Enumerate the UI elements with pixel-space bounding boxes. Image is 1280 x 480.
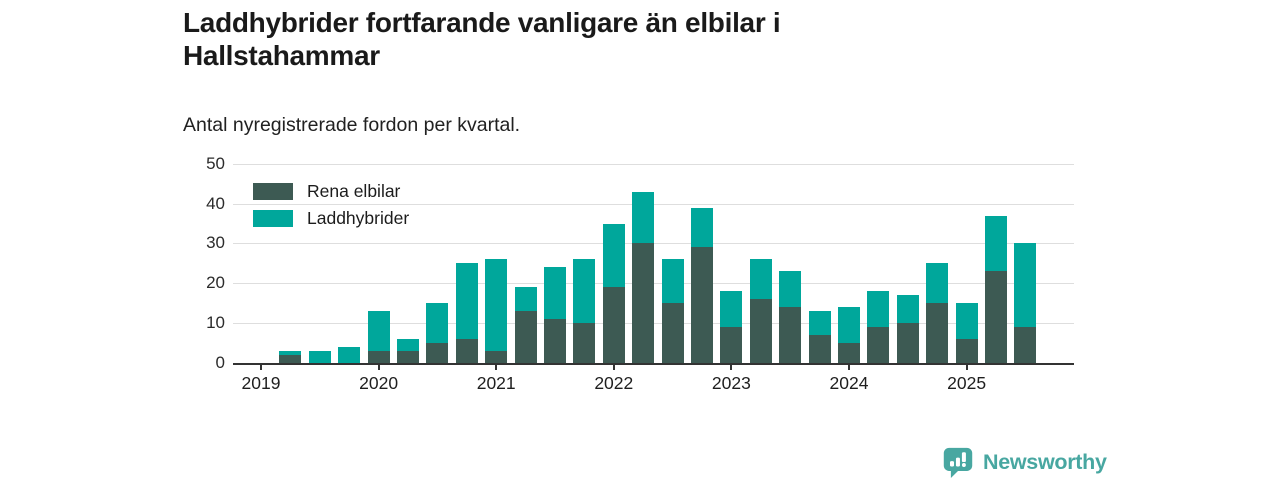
y-axis-tick-label: 30	[206, 233, 225, 253]
bar-segment-rena-elbilar-2025Q1	[955, 338, 978, 363]
chart-subtitle: Antal nyregistrerade fordon per kvartal.	[183, 114, 521, 136]
bar-segment-laddhybrider-2022Q3	[661, 259, 684, 303]
bar-segment-rena-elbilar-2023Q3	[779, 306, 802, 363]
x-axis-tick	[612, 364, 615, 370]
bar-segment-laddhybrider-2023Q3	[779, 271, 802, 307]
x-axis-year-label: 2024	[829, 372, 869, 393]
bar-segment-laddhybrider-2025Q2	[985, 215, 1007, 272]
bar-segment-laddhybrider-2020Q1	[367, 310, 390, 351]
bar-segment-rena-elbilar-2020Q1	[367, 350, 390, 363]
x-axis-tick	[377, 364, 380, 370]
bar-segment-laddhybrider-2024Q3	[896, 295, 919, 323]
bar-segment-laddhybrider-2020Q2	[397, 338, 419, 351]
bar-segment-laddhybrider-2023Q1	[720, 291, 743, 327]
y-axis-tick-label: 0	[215, 352, 225, 372]
y-axis-tick-label: 10	[206, 312, 225, 332]
bar-segment-laddhybrider-2021Q3	[544, 267, 566, 319]
x-axis-tick	[495, 364, 498, 370]
chart-title: Laddhybrider fortfarande vanligare än el…	[183, 7, 781, 71]
bar-segment-laddhybrider-2023Q4	[808, 310, 831, 335]
bar-segment-rena-elbilar-2024Q1	[838, 342, 860, 363]
bar-segment-laddhybrider-2019Q4	[338, 346, 361, 363]
legend-item-rena-elbilar: Rena elbilar	[253, 178, 409, 205]
x-axis-tick	[260, 364, 262, 370]
bar-segment-laddhybrider-2021Q2	[514, 287, 537, 311]
bar-segment-rena-elbilar-2020Q2	[397, 350, 419, 363]
bar-segment-rena-elbilar-2023Q4	[808, 334, 831, 363]
legend-item-laddhybrider: Laddhybrider	[253, 205, 409, 232]
bar-segment-laddhybrider-2024Q1	[838, 306, 860, 343]
x-axis-year-label: 2019	[241, 372, 281, 393]
bar-segment-rena-elbilar-2024Q3	[896, 322, 919, 363]
bar-segment-laddhybrider-2020Q4	[455, 263, 478, 339]
newsworthy-logo-icon	[943, 447, 973, 479]
bar-segment-rena-elbilar-2023Q2	[749, 298, 772, 363]
bar-segment-rena-elbilar-2021Q2	[514, 310, 537, 363]
legend-label-laddhybrider: Laddhybrider	[307, 208, 410, 228]
x-axis-year-label: 2025	[947, 372, 987, 393]
legend-label-rena-elbilar: Rena elbilar	[307, 181, 401, 201]
bar-segment-rena-elbilar-2021Q4	[573, 322, 596, 363]
legend-swatch-rena-elbilar	[253, 183, 293, 200]
bar-segment-rena-elbilar-2024Q4	[926, 302, 949, 363]
legend: Rena elbilar Laddhybrider	[253, 178, 409, 232]
bar-segment-rena-elbilar-2023Q1	[720, 326, 743, 363]
x-axis-tick	[848, 364, 850, 370]
bar-segment-rena-elbilar-2022Q3	[661, 302, 684, 363]
y-axis-tick-label: 20	[206, 273, 225, 293]
bar-segment-laddhybrider-2025Q3	[1014, 243, 1037, 327]
bar-segment-rena-elbilar-2020Q4	[455, 338, 478, 363]
bar-segment-rena-elbilar-2020Q3	[426, 342, 449, 363]
legend-swatch-laddhybrider	[253, 210, 293, 227]
bar-segment-laddhybrider-2022Q2	[632, 191, 655, 244]
x-axis-tick	[965, 364, 968, 370]
bar-segment-rena-elbilar-2024Q2	[867, 326, 890, 363]
bar-segment-laddhybrider-2022Q4	[691, 207, 713, 248]
bar-segment-rena-elbilar-2025Q3	[1014, 326, 1037, 363]
newsworthy-logo: Newsworthy	[942, 446, 1107, 479]
y-axis-tick-label: 50	[206, 154, 225, 173]
plot-area: Rena elbilar Laddhybrider 0 10 20 30 40 50 201…	[206, 154, 1074, 393]
bar-segment-rena-elbilar-2022Q1	[602, 287, 625, 363]
bar-segment-laddhybrider-2025Q1	[955, 302, 978, 339]
x-axis-line	[233, 362, 1074, 365]
x-axis-year-label: 2020	[359, 372, 399, 393]
bar-segment-rena-elbilar-2025Q2	[985, 271, 1007, 363]
x-axis-year-label: 2022	[594, 372, 634, 393]
gridline-y-50	[233, 164, 1074, 165]
x-axis-year-label: 2023	[711, 372, 751, 393]
y-axis-tick-label: 40	[206, 193, 225, 213]
bar-segment-laddhybrider-2021Q1	[485, 259, 508, 351]
x-axis-tick	[730, 364, 733, 370]
bar-segment-laddhybrider-2023Q2	[749, 259, 772, 299]
bar-segment-laddhybrider-2019Q3	[308, 350, 331, 363]
bar-segment-rena-elbilar-2019Q2	[279, 354, 302, 363]
bar-segment-rena-elbilar-2022Q4	[691, 247, 713, 363]
bar-segment-laddhybrider-2020Q3	[426, 302, 449, 343]
bar-segment-laddhybrider-2024Q2	[867, 291, 890, 327]
bar-segment-laddhybrider-2022Q1	[602, 223, 625, 288]
bar-segment-laddhybrider-2021Q4	[573, 259, 596, 323]
x-axis-year-label: 2021	[476, 372, 516, 393]
bar-segment-laddhybrider-2024Q4	[926, 263, 949, 303]
newsworthy-logo-text: Newsworthy	[983, 450, 1107, 474]
bar-segment-rena-elbilar-2022Q2	[632, 243, 655, 363]
bar-segment-rena-elbilar-2021Q1	[485, 350, 508, 363]
bar-segment-laddhybrider-2019Q2	[279, 350, 302, 355]
bar-segment-rena-elbilar-2021Q3	[544, 318, 566, 363]
